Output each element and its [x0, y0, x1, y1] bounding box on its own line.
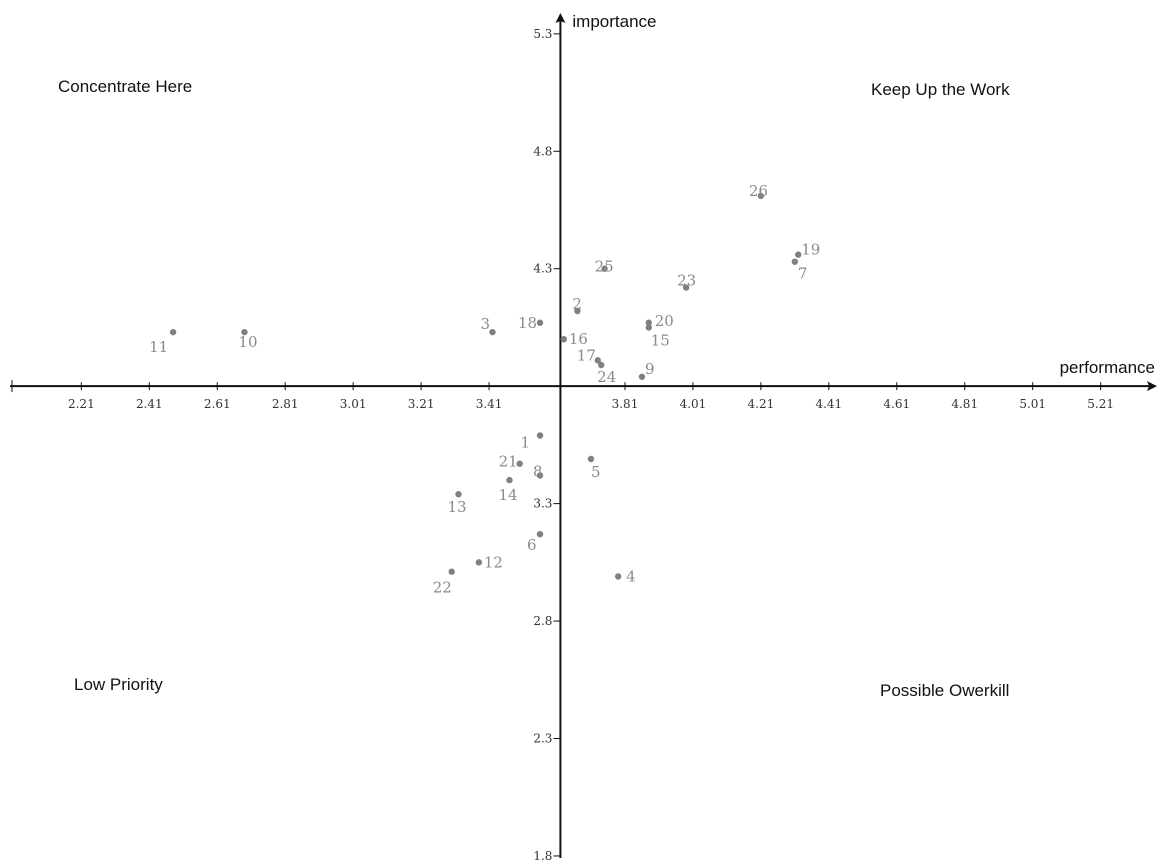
y-tick-label: 1.8 [533, 849, 552, 863]
x-tick-label: 4.61 [883, 397, 910, 411]
x-tick-label: 2.81 [272, 397, 299, 411]
data-point-22 [448, 568, 455, 575]
x-ticks: 2.21 2.41 2.61 2.81 3.01 3.21 3.41 3.81 4.01 4.21… [11, 380, 1114, 411]
x-tick-label: 2.41 [136, 397, 163, 411]
x-tick-label: 4.81 [951, 397, 978, 411]
data-point-label-10: 10 [238, 333, 257, 351]
y-ticks: 1.8 2.3 2.8 3.3 4.3 4.8 5.3 [533, 27, 561, 863]
data-point-label-18: 18 [518, 314, 537, 332]
data-point-8 [536, 472, 544, 479]
data-point-17 [594, 357, 601, 364]
quadrant-label-concentrate-here: Concentrate Here [58, 77, 192, 96]
data-point-6 [536, 530, 544, 538]
x-tick-label: 3.01 [340, 397, 367, 411]
data-point-label-20: 20 [655, 312, 674, 330]
y-tick-label: 2.8 [533, 614, 552, 628]
quadrant-label-possible-owerkill: Possible Owerkill [880, 681, 1009, 700]
data-point-24 [597, 361, 605, 369]
x-axis-title: performance [1060, 358, 1155, 377]
data-point-26 [757, 192, 765, 200]
data-point-1 [536, 432, 544, 439]
data-point-2 [574, 307, 581, 315]
data-point-5 [587, 455, 595, 463]
data-point-label-17: 17 [577, 346, 596, 364]
data-point-9 [638, 373, 646, 380]
y-tick-label: 4.3 [533, 262, 552, 276]
data-point-7 [791, 258, 799, 265]
data-point-label-22: 22 [433, 579, 452, 597]
data-point-label-21: 21 [499, 453, 518, 471]
data-point-25 [601, 265, 608, 272]
data-point-label-6: 6 [527, 536, 537, 554]
data-point-20 [645, 319, 652, 326]
data-points: 1234567891011121314151617181920212223242… [149, 182, 820, 597]
data-point-3 [489, 328, 496, 336]
data-point-18 [536, 319, 544, 326]
y-tick-label: 4.8 [533, 144, 552, 158]
y-tick-label: 3.3 [533, 497, 552, 511]
y-axis-title: importance [572, 12, 656, 31]
x-tick-label: 3.41 [476, 397, 503, 411]
data-point-14 [506, 476, 513, 484]
data-point-label-13: 13 [447, 498, 466, 516]
data-point-label-15: 15 [651, 331, 670, 349]
data-point-16 [560, 335, 568, 343]
data-point-19 [795, 251, 802, 258]
data-point-label-24: 24 [597, 368, 616, 386]
data-point-label-8: 8 [533, 462, 543, 480]
data-point-23 [682, 284, 690, 291]
data-point-label-23: 23 [677, 272, 696, 290]
quadrant-label-low-priority: Low Priority [74, 675, 163, 694]
data-point-label-7: 7 [798, 265, 808, 283]
quadrant-label-keep-up-the-work: Keep Up the Work [871, 80, 1010, 99]
data-point-label-26: 26 [749, 182, 768, 200]
data-point-label-1: 1 [520, 434, 530, 452]
data-point-13 [455, 491, 462, 498]
data-point-10 [241, 328, 248, 336]
x-tick-label: 2.21 [68, 397, 95, 411]
x-tick-label: 4.21 [748, 397, 775, 411]
x-tick-label: 2.61 [204, 397, 231, 411]
data-point-label-19: 19 [801, 241, 820, 259]
y-axis-arrow [555, 13, 566, 23]
data-point-label-14: 14 [498, 486, 517, 504]
data-point-label-5: 5 [591, 463, 601, 481]
data-point-15 [645, 324, 652, 331]
data-point-12 [475, 559, 483, 566]
y-tick-label: 2.3 [533, 732, 552, 746]
x-tick-label: 3.21 [408, 397, 435, 411]
data-point-21 [516, 460, 523, 467]
data-point-label-4: 4 [626, 567, 636, 585]
x-tick-label: 3.81 [612, 397, 639, 411]
data-point-label-12: 12 [484, 553, 503, 571]
x-axis-arrow [1147, 381, 1157, 392]
x-tick-label: 4.41 [815, 397, 842, 411]
data-point-label-25: 25 [595, 258, 614, 276]
x-tick-label: 5.21 [1087, 397, 1114, 411]
data-point-label-3: 3 [480, 315, 490, 333]
data-point-11 [169, 328, 177, 336]
data-point-label-2: 2 [572, 295, 582, 313]
y-tick-label: 5.3 [533, 27, 552, 41]
data-point-4 [614, 573, 622, 580]
x-tick-label: 5.01 [1019, 397, 1046, 411]
x-tick-label: 4.01 [680, 397, 707, 411]
data-point-label-11: 11 [149, 338, 168, 356]
data-point-label-9: 9 [645, 360, 655, 378]
data-point-label-16: 16 [569, 330, 588, 348]
